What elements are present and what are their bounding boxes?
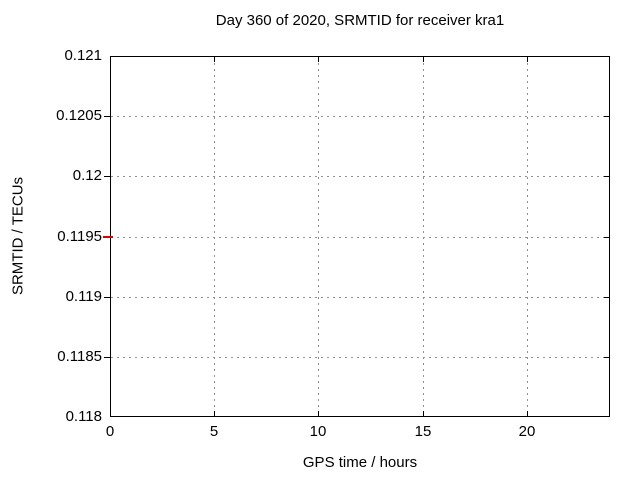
y-tick-label: 0.119	[65, 288, 102, 305]
y-tick-mark-right	[604, 116, 610, 117]
y-tick-label: 0.118	[65, 408, 102, 425]
y-tick-label: 0.12	[72, 167, 102, 184]
x-tick-mark-top	[423, 57, 424, 62]
y-tick-mark-left	[104, 116, 110, 117]
y-tick-label: 0.1195	[57, 228, 102, 245]
y-tick-mark-right	[604, 237, 610, 238]
gridline-horizontal	[111, 237, 609, 238]
x-tick-mark-top	[527, 57, 528, 62]
gridline-horizontal	[111, 357, 609, 358]
x-tick-label: 0	[105, 423, 115, 440]
x-tick-label: 5	[209, 423, 219, 440]
gridline-horizontal	[111, 297, 609, 298]
y-tick-label: 0.1205	[56, 107, 102, 124]
x-tick-label: 15	[414, 423, 432, 440]
gridline-vertical	[214, 57, 215, 416]
y-tick-mark-left	[104, 357, 110, 358]
x-tick-mark-top	[318, 57, 319, 62]
chart-title: Day 360 of 2020, SRMTID for receiver kra…	[215, 12, 505, 29]
y-tick-label: 0.121	[64, 47, 102, 64]
x-tick-mark-bottom	[423, 411, 424, 416]
y-tick-mark-right	[604, 297, 610, 298]
gridline-vertical	[318, 57, 319, 416]
y-tick-mark-left	[104, 176, 110, 177]
x-tick-mark-bottom	[214, 411, 215, 416]
x-tick-label: 20	[518, 423, 536, 440]
gridline-horizontal	[111, 116, 609, 117]
x-tick-mark-bottom	[527, 411, 528, 416]
x-tick-mark-top	[214, 57, 215, 62]
x-tick-label: 10	[309, 423, 327, 440]
y-tick-mark-right	[604, 176, 610, 177]
x-tick-mark-bottom	[318, 411, 319, 416]
x-axis-label: GPS time / hours	[302, 454, 418, 471]
gridline-vertical	[423, 57, 424, 416]
y-tick-mark-left	[104, 297, 110, 298]
y-tick-label: 0.1185	[57, 348, 102, 365]
y-axis-label: SRMTID / TECUs	[9, 176, 27, 296]
gridline-horizontal	[111, 176, 609, 177]
gridline-vertical	[527, 57, 528, 416]
data-point-marker	[103, 236, 113, 238]
y-tick-mark-right	[604, 357, 610, 358]
